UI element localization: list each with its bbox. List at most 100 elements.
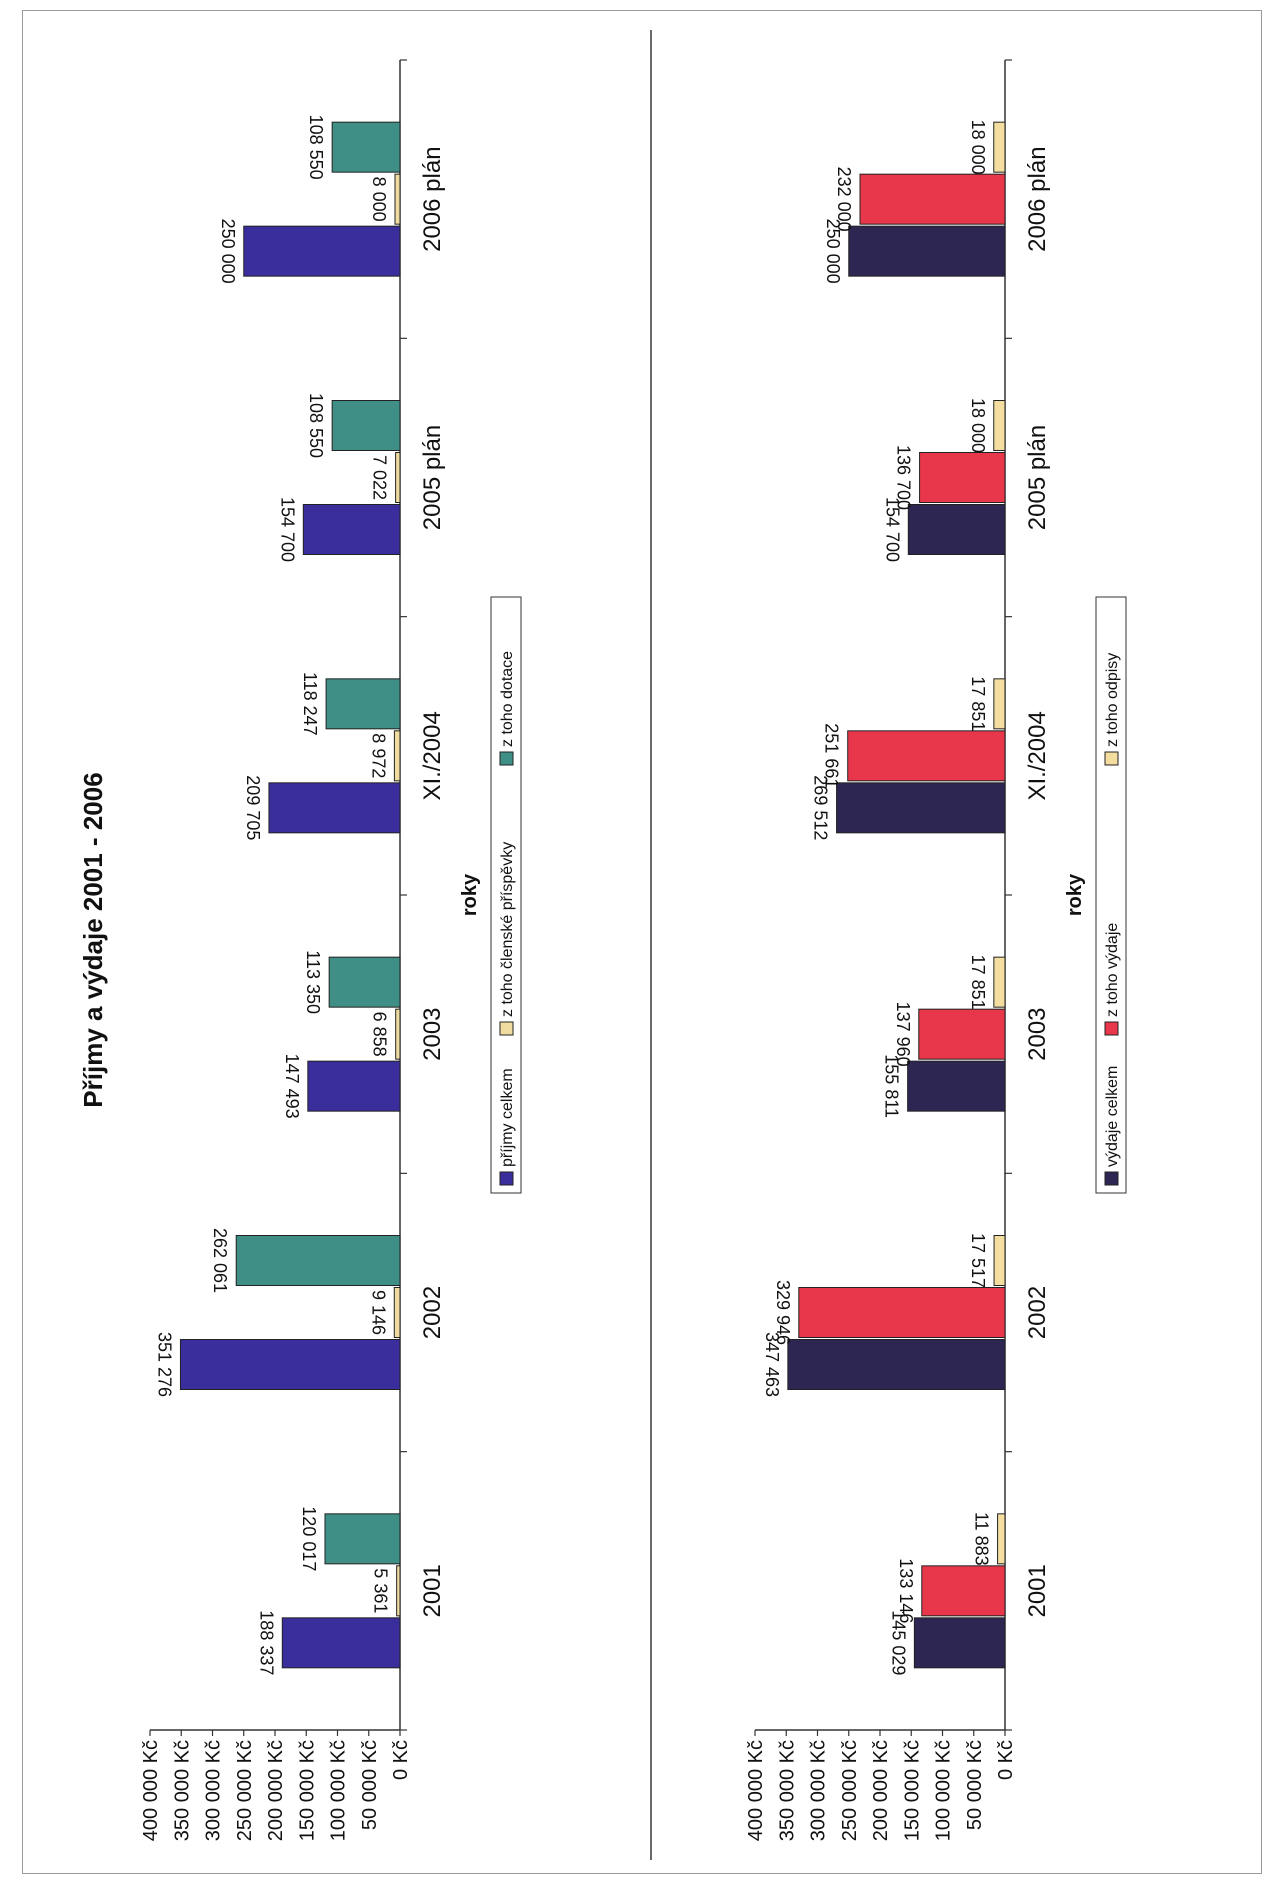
expense-category-label: XI./2004 xyxy=(1024,711,1051,800)
expense-y-tick-label: 150 000 Kč xyxy=(901,1740,923,1841)
income-bar-value-label: 8 972 xyxy=(368,733,388,778)
expense-bar-value-label: 17 517 xyxy=(968,1233,988,1288)
income-bar-value-label: 250 000 xyxy=(218,219,238,284)
expense-bar-value-label: 18 000 xyxy=(968,120,988,175)
expense-legend: výdaje celkem z toho výdaje z toho odpisy xyxy=(1095,596,1127,1194)
income-category-label: 2002 xyxy=(419,1286,446,1339)
income-bar-value-label: 188 337 xyxy=(256,1610,276,1675)
income-bar xyxy=(179,1339,401,1390)
expense-category-label: 2005 plán xyxy=(1024,425,1051,530)
income-y-tick-label: 350 000 Kč xyxy=(171,1740,193,1841)
income-bar-value-label: 147 493 xyxy=(282,1054,302,1119)
income-bar-value-label: 351 276 xyxy=(154,1332,174,1397)
expense-bar-value-label: 232 000 xyxy=(834,167,854,232)
expense-bar-value-label: 136 700 xyxy=(894,445,914,510)
income-category-label: 2006 plán xyxy=(419,146,446,251)
income-bar xyxy=(325,678,401,730)
expense-category-label: 2001 xyxy=(1024,1564,1051,1617)
expense-y-tick-label: 100 000 Kč xyxy=(933,1740,955,1841)
expense-bar-value-label: 329 946 xyxy=(773,1280,793,1345)
income-y-tick-label: 150 000 Kč xyxy=(296,1740,318,1841)
income-y-tick-label: 200 000 Kč xyxy=(265,1740,287,1841)
income-bar-value-label: 108 550 xyxy=(306,393,326,458)
expense-chart: 0 Kč 50 000 Kč 100 000 Kč 150 000 Kč 200 000… xyxy=(745,59,1127,1841)
expense-bar xyxy=(921,1565,1006,1617)
expense-bar xyxy=(993,1235,1006,1286)
income-bar xyxy=(328,956,401,1008)
income-bar xyxy=(235,1235,401,1286)
expense-bar-value-label: 155 811 xyxy=(882,1054,902,1118)
expense-bar-value-label: 154 700 xyxy=(882,497,902,562)
income-bar-value-label: 9 146 xyxy=(368,1290,388,1335)
expense-y-tick-label: 250 000 Kč xyxy=(839,1740,861,1841)
expense-bar-value-label: 145 029 xyxy=(888,1610,908,1675)
expense-bar-value-label: 250 000 xyxy=(823,219,843,284)
expense-bar-value-label: 11 883 xyxy=(972,1512,992,1566)
income-legend-label: příjmy celkem xyxy=(499,1068,516,1167)
expense-bar xyxy=(993,678,1006,730)
expense-bar-value-label: 347 463 xyxy=(762,1332,782,1397)
income-y-tick-label: 100 000 Kč xyxy=(328,1740,350,1841)
income-category-label: 2005 plán xyxy=(419,425,446,530)
expense-bar xyxy=(836,782,1006,834)
income-bar xyxy=(396,1565,401,1617)
income-bar xyxy=(243,225,401,277)
income-bar-value-label: 154 700 xyxy=(277,497,297,562)
income-bar-value-label: 262 061 xyxy=(210,1228,230,1293)
income-bar xyxy=(268,782,401,834)
expense-y-tick-label: 300 000 Kč xyxy=(808,1740,830,1841)
expense-x-axis-label: roky xyxy=(1064,873,1086,916)
expense-bar xyxy=(848,225,1006,277)
income-legend-box xyxy=(490,596,522,1194)
income-bar xyxy=(331,400,401,451)
income-legend-swatch xyxy=(499,1171,514,1186)
income-bar xyxy=(324,1513,401,1565)
income-bar xyxy=(394,173,401,225)
income-y-tick-label: 250 000 Kč xyxy=(234,1740,256,1841)
expense-y-tick-label: 200 000 Kč xyxy=(870,1740,892,1841)
expense-legend-label: výdaje celkem xyxy=(1104,1066,1121,1167)
expense-category-label: 2002 xyxy=(1024,1286,1051,1339)
income-legend-swatch xyxy=(499,1021,514,1036)
income-category-label: 2001 xyxy=(419,1564,446,1617)
income-bar xyxy=(395,1008,401,1060)
income-bar xyxy=(281,1617,401,1669)
expense-bar xyxy=(918,1008,1006,1060)
income-y-tick-label: 400 000 Kč xyxy=(140,1740,162,1841)
expense-y-tick-label: 0 Kč xyxy=(995,1740,1017,1780)
income-bar xyxy=(331,121,401,173)
expense-y-tick-label: 400 000 Kč xyxy=(745,1740,767,1841)
income-bar-value-label: 120 017 xyxy=(299,1506,319,1571)
income-y-tick-label: 0 Kč xyxy=(390,1740,412,1780)
income-legend: příjmy celkem z toho členské příspěvky z t… xyxy=(490,596,522,1194)
income-chart: 0 Kč 50 000 Kč 100 000 Kč 150 000 Kč 200 000… xyxy=(140,59,522,1841)
expense-legend-box xyxy=(1095,596,1127,1194)
expense-legend-label: z toho výdaje xyxy=(1104,923,1121,1017)
income-category-label: XI./2004 xyxy=(419,711,446,800)
expense-category-label: 2003 xyxy=(1024,1007,1051,1060)
income-bar xyxy=(307,1060,401,1112)
income-bar xyxy=(302,504,401,555)
income-legend-swatch xyxy=(499,751,514,766)
income-bar-value-label: 6 858 xyxy=(370,1012,390,1057)
expense-bar xyxy=(993,956,1006,1008)
expense-bar xyxy=(787,1339,1006,1390)
expense-bar xyxy=(907,504,1006,555)
income-bar-value-label: 108 550 xyxy=(306,115,326,180)
expense-y-tick-label: 50 000 Kč xyxy=(964,1740,986,1830)
expense-legend-swatch xyxy=(1104,1021,1119,1036)
income-bar-value-label: 113 350 xyxy=(303,950,323,1014)
expense-bar xyxy=(907,1060,1006,1112)
expense-legend-swatch xyxy=(1104,751,1119,766)
expense-category-label: 2006 plán xyxy=(1024,146,1051,251)
page-frame xyxy=(22,10,1262,1874)
income-bar-value-label: 209 705 xyxy=(243,775,263,840)
income-bar-value-label: 118 247 xyxy=(300,672,320,736)
expense-bar xyxy=(919,452,1006,503)
expense-bar-value-label: 137 960 xyxy=(893,1002,913,1067)
expense-bar-value-label: 18 000 xyxy=(968,398,988,453)
income-category-label: 2003 xyxy=(419,1007,446,1060)
expense-legend-label: z toho odpisy xyxy=(1104,653,1121,747)
